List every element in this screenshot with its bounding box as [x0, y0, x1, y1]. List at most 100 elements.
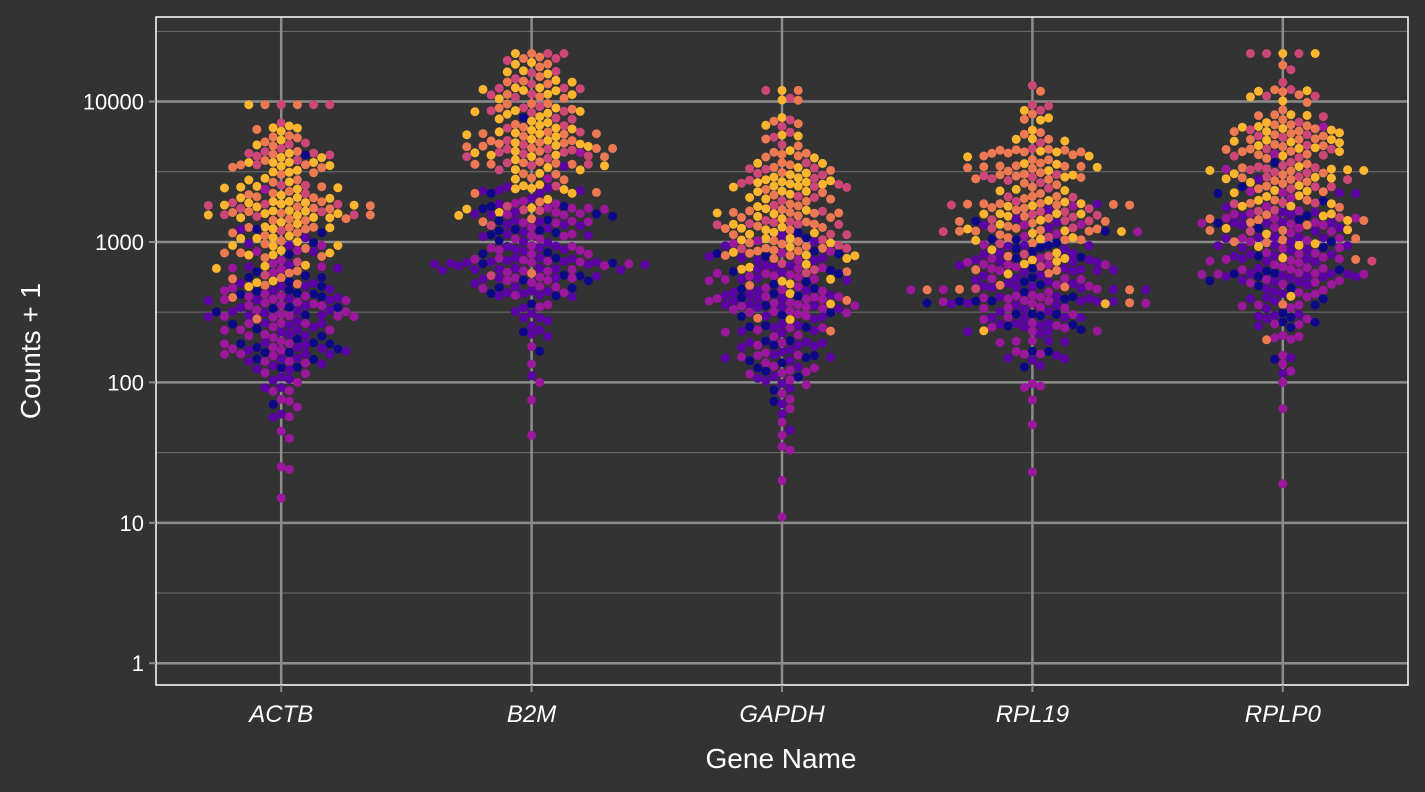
data-point — [834, 219, 844, 229]
data-points — [203, 49, 1377, 522]
data-point — [995, 186, 1005, 196]
data-point — [1335, 213, 1344, 222]
data-point — [1027, 238, 1037, 248]
data-point — [753, 202, 763, 211]
data-point — [535, 225, 545, 235]
data-point — [1011, 223, 1021, 233]
data-point — [1302, 97, 1312, 107]
data-point — [737, 178, 746, 188]
data-point — [1262, 181, 1272, 191]
data-point — [1262, 256, 1272, 266]
data-point — [1278, 377, 1288, 387]
data-point — [704, 276, 714, 286]
data-point — [1229, 169, 1239, 179]
data-point — [1027, 155, 1037, 165]
data-point — [502, 220, 512, 230]
data-point — [1027, 228, 1037, 238]
data-point — [551, 53, 561, 63]
data-point — [1359, 269, 1369, 279]
data-point — [1262, 91, 1272, 101]
data-point — [268, 149, 278, 159]
data-point — [292, 155, 302, 165]
data-point — [1270, 311, 1280, 320]
data-point — [793, 350, 803, 360]
data-point — [1278, 49, 1288, 58]
data-point — [551, 150, 561, 160]
data-point — [510, 207, 520, 217]
data-point — [1286, 273, 1296, 283]
data-point — [785, 336, 795, 346]
data-point — [801, 217, 811, 227]
data-point — [1044, 306, 1054, 316]
data-point — [292, 325, 302, 335]
data-point — [987, 322, 997, 332]
data-point — [252, 247, 262, 256]
data-point — [1052, 265, 1062, 275]
data-point — [1335, 243, 1344, 253]
data-point — [785, 233, 795, 243]
data-point — [519, 113, 528, 123]
data-point — [600, 152, 609, 162]
data-point — [527, 89, 537, 99]
data-point — [801, 148, 811, 158]
data-point — [1270, 232, 1280, 242]
data-point — [1108, 297, 1118, 306]
data-point — [1318, 285, 1328, 295]
data-point — [777, 379, 787, 388]
data-point — [567, 283, 577, 293]
data-point — [268, 342, 278, 352]
data-point — [1036, 215, 1045, 225]
data-point — [1060, 172, 1070, 182]
data-point — [1011, 346, 1021, 356]
data-point — [268, 241, 278, 251]
data-point — [1262, 335, 1272, 345]
data-point — [510, 165, 520, 175]
data-point — [826, 213, 836, 222]
data-point — [260, 348, 270, 357]
data-point — [317, 207, 327, 217]
data-point — [1262, 49, 1272, 58]
data-point — [268, 333, 278, 342]
data-point — [1011, 205, 1021, 215]
data-point — [478, 259, 488, 269]
data-point — [1351, 213, 1361, 223]
data-point — [1036, 168, 1045, 178]
data-point — [446, 258, 456, 268]
data-point — [793, 141, 803, 151]
data-point — [1326, 173, 1336, 183]
data-point — [276, 345, 286, 355]
data-point — [486, 159, 496, 169]
data-point — [1278, 179, 1288, 188]
data-point — [510, 244, 520, 254]
data-point — [276, 236, 286, 246]
data-point — [1286, 157, 1296, 167]
data-point — [494, 114, 504, 124]
data-point — [211, 263, 221, 273]
data-point — [575, 84, 585, 94]
data-point — [826, 165, 836, 175]
data-point — [1286, 366, 1296, 376]
data-point — [535, 346, 545, 356]
data-point — [301, 189, 310, 199]
data-point — [325, 193, 335, 203]
data-point — [753, 221, 763, 231]
data-point — [737, 253, 746, 263]
data-point — [462, 258, 472, 268]
data-point — [777, 149, 787, 159]
data-point — [842, 308, 852, 318]
data-point — [1068, 233, 1078, 243]
data-point — [1060, 354, 1070, 364]
data-point — [1036, 243, 1045, 253]
data-point — [1302, 314, 1312, 324]
data-point — [769, 190, 779, 200]
data-point — [236, 325, 246, 335]
data-point — [502, 229, 512, 239]
data-point — [1036, 207, 1045, 217]
data-point — [777, 328, 787, 338]
data-point — [292, 257, 302, 267]
data-point — [567, 136, 577, 146]
data-point — [809, 182, 819, 191]
data-point — [785, 199, 795, 209]
data-point — [987, 203, 997, 212]
data-point — [1060, 244, 1070, 254]
